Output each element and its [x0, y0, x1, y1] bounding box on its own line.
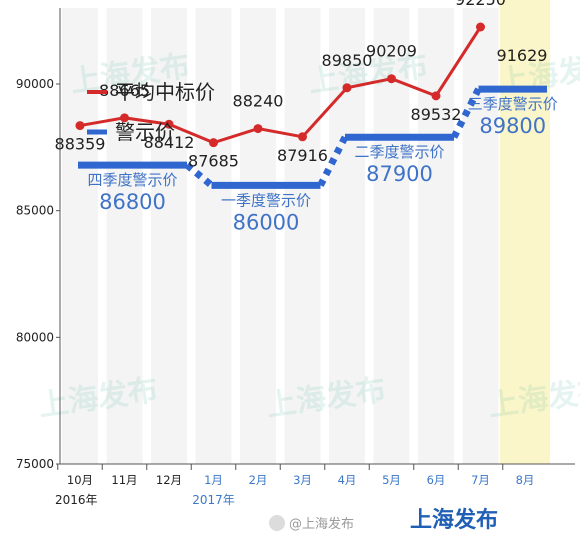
- watermark-text: 上海发布: [264, 373, 388, 424]
- year-label: 2017年: [192, 493, 235, 507]
- data-label: 87685: [188, 152, 239, 171]
- data-label: 88412: [144, 133, 195, 152]
- x-tick-label: 3月: [293, 473, 312, 487]
- y-tick-label: 90000: [16, 77, 54, 91]
- average-bid-price-point: [164, 119, 174, 129]
- average-bid-price-point: [387, 74, 396, 84]
- x-tick-label: 5月: [382, 473, 401, 487]
- data-label: 88240: [233, 92, 284, 111]
- x-tick-label: 6月: [427, 473, 446, 487]
- average-bid-price-line: [79, 26, 482, 145]
- warning-price-name: 三季度警示价: [468, 95, 558, 113]
- y-tick-label: 80000: [16, 330, 54, 344]
- warning-price-dashed-link: [450, 87, 482, 139]
- column-stripe: [62, 8, 98, 464]
- legend-label-warning: 警示价: [115, 120, 175, 144]
- column-stripe: [106, 8, 143, 464]
- weibo-handle: @上海发布: [289, 516, 354, 532]
- warning-price-value: 89800: [479, 114, 546, 138]
- x-tick-label: 2月: [249, 473, 268, 487]
- x-tick-label: 4月: [338, 473, 357, 487]
- average-bid-price-point: [75, 121, 85, 131]
- footer-brand-logo: 上海发布: [410, 507, 498, 533]
- average-bid-price-point: [209, 138, 218, 148]
- annotation-label: 91629: [497, 46, 548, 65]
- x-tick-label: 7月: [471, 473, 490, 487]
- column-stripe: [151, 8, 187, 464]
- weibo-icon: [269, 515, 285, 531]
- y-tick-label: 75000: [16, 457, 54, 471]
- data-label: 88665: [99, 81, 150, 100]
- column-stripe: [195, 8, 232, 464]
- average-bid-price-point: [476, 22, 485, 32]
- average-bid-price-point: [298, 132, 307, 142]
- average-bid-price-point: [120, 113, 129, 123]
- average-bid-price-point: [253, 124, 263, 134]
- data-label: 92250: [455, 0, 506, 9]
- y-tick-label: 85000: [16, 204, 54, 218]
- warning-price-value: 87900: [366, 162, 433, 186]
- x-tick-label: 11月: [111, 473, 137, 487]
- column-stripe: [284, 8, 321, 464]
- warning-price-value: 86800: [99, 190, 166, 214]
- warning-price-dashed-link: [184, 162, 214, 189]
- column-stripe: [418, 8, 454, 464]
- data-label: 89532: [411, 105, 462, 124]
- warning-price-name: 一季度警示价: [221, 191, 311, 209]
- warning-price-value: 86000: [233, 210, 300, 234]
- year-label: 2016年: [55, 493, 98, 507]
- average-bid-price-point: [342, 83, 352, 93]
- column-stripe: [240, 8, 276, 464]
- data-label: 90209: [366, 42, 417, 61]
- average-bid-price-point: [431, 91, 441, 101]
- legend-label-average: 平均中标价: [115, 80, 215, 104]
- warning-price-dashed-link: [317, 135, 349, 187]
- data-label: 87916: [277, 146, 328, 165]
- data-label: 89850: [322, 51, 373, 70]
- warning-price-name: 二季度警示价: [354, 143, 444, 161]
- x-tick-label: 1月: [204, 473, 223, 487]
- x-tick-label: 12月: [156, 473, 182, 487]
- warning-price-name: 四季度警示价: [87, 171, 177, 189]
- column-stripe: [462, 8, 499, 464]
- data-label: 88359: [55, 135, 106, 154]
- x-tick-label: 8月: [516, 473, 535, 487]
- x-tick-label: 10月: [67, 473, 93, 487]
- highlight-column: [500, 0, 550, 464]
